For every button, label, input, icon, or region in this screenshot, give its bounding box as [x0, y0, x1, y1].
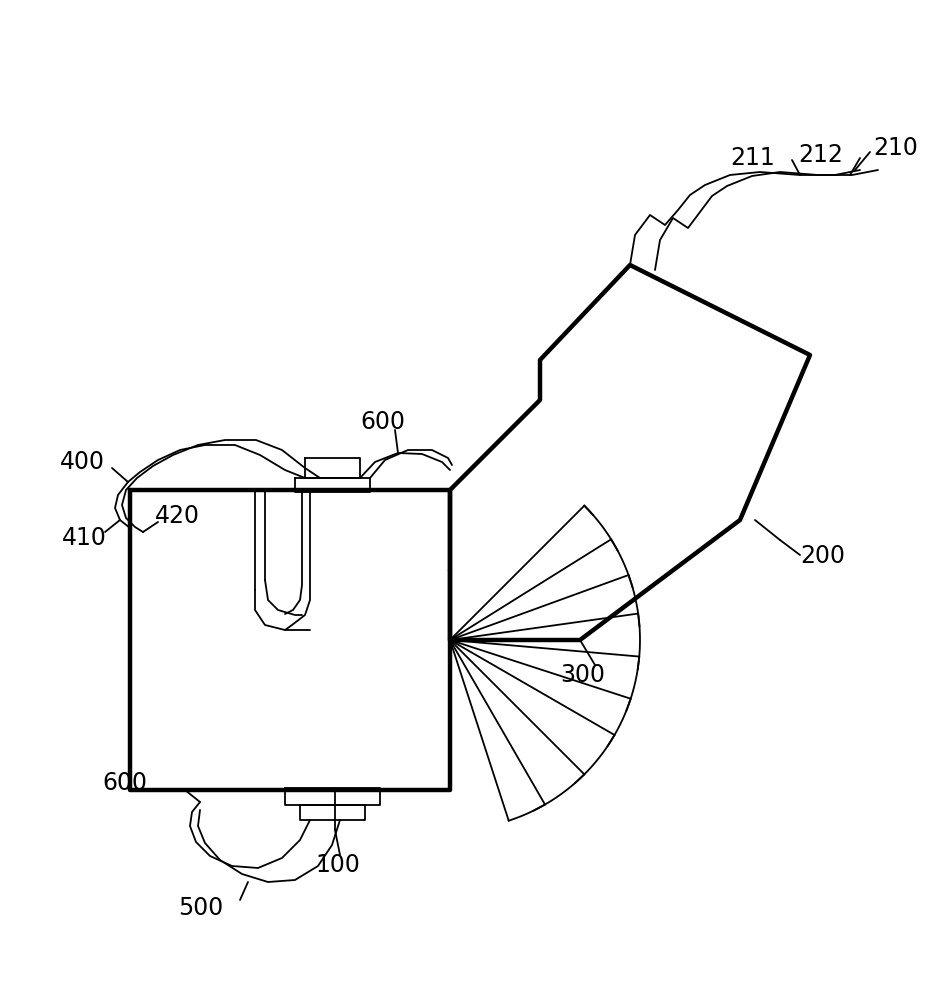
Text: 400: 400	[60, 450, 105, 474]
Text: 500: 500	[178, 896, 224, 920]
Text: 600: 600	[360, 410, 405, 434]
Text: 212: 212	[798, 143, 843, 167]
Text: 410: 410	[62, 526, 107, 550]
Text: 600: 600	[102, 771, 147, 795]
Text: 211: 211	[730, 146, 775, 170]
Text: 100: 100	[315, 853, 360, 877]
Text: 300: 300	[560, 663, 605, 687]
Text: 210: 210	[873, 136, 917, 160]
Text: 420: 420	[155, 504, 200, 528]
Text: 200: 200	[800, 544, 845, 568]
